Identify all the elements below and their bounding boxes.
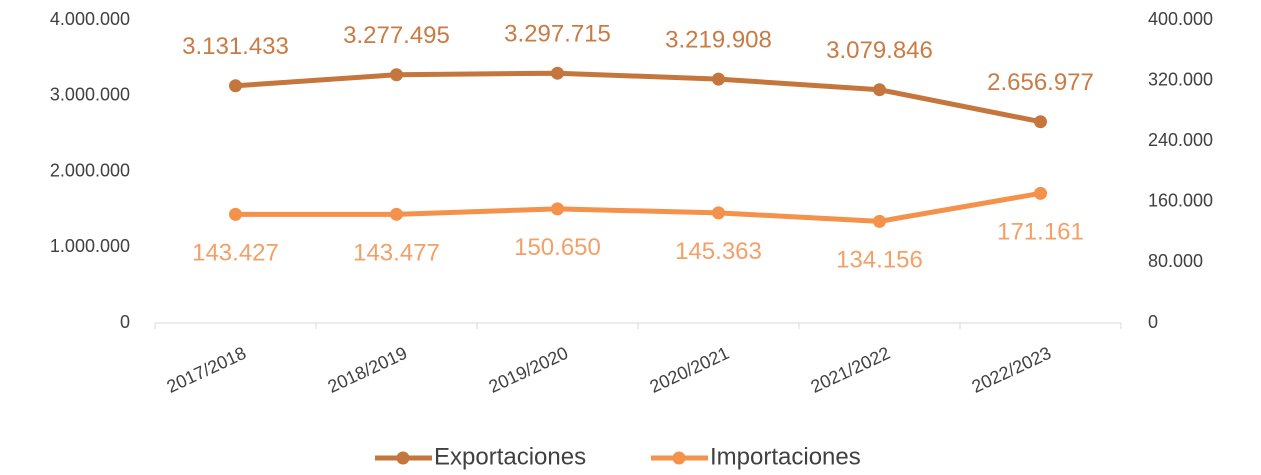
x-tick-label: 2019/2020 <box>486 343 572 397</box>
point <box>390 207 403 221</box>
point <box>712 206 725 220</box>
y-tick-label: 320.000 <box>1148 69 1213 89</box>
point <box>873 214 886 228</box>
point <box>551 202 564 216</box>
value-label: 3.131.433 <box>182 33 289 60</box>
value-label: 2.656.977 <box>987 69 1094 96</box>
value-label: 134.156 <box>836 247 923 274</box>
legend-marker <box>672 451 686 465</box>
value-label: 143.477 <box>353 240 440 267</box>
y-tick-label: 400.000 <box>1148 9 1213 29</box>
y-tick-label: 3.000.000 <box>50 85 130 105</box>
value-label: 150.650 <box>514 234 601 261</box>
legend-label: Importaciones <box>710 443 861 470</box>
x-tick-label: 2022/2023 <box>969 343 1055 397</box>
point <box>229 207 242 221</box>
y-tick-label: 0 <box>1148 312 1158 332</box>
point <box>873 83 886 97</box>
x-tick-label: 2018/2019 <box>325 343 411 397</box>
point <box>1034 115 1047 129</box>
value-label: 3.297.715 <box>504 21 611 48</box>
point <box>551 66 564 80</box>
value-label: 145.363 <box>675 238 762 265</box>
y-tick-label: 160.000 <box>1148 191 1213 211</box>
value-label: 143.427 <box>192 240 279 267</box>
legend-label: Exportaciones <box>434 443 586 470</box>
x-tick-label: 2020/2021 <box>647 343 733 397</box>
x-tick-label: 2017/2018 <box>164 343 250 397</box>
value-label: 3.277.495 <box>343 22 450 49</box>
y-tick-label: 240.000 <box>1148 130 1213 150</box>
legend-marker <box>396 451 410 465</box>
y-tick-label: 2.000.000 <box>50 160 130 180</box>
value-label: 171.161 <box>997 219 1084 246</box>
x-tick-label: 2021/2022 <box>808 343 894 397</box>
y-tick-label: 80.000 <box>1148 251 1203 271</box>
y-tick-label: 4.000.000 <box>50 9 130 29</box>
point <box>229 79 242 93</box>
y-tick-label: 1.000.000 <box>50 236 130 256</box>
value-label: 3.079.846 <box>826 37 933 64</box>
series-line <box>235 190 1041 224</box>
point <box>712 72 725 86</box>
series-line <box>235 70 1041 125</box>
y-tick-label: 0 <box>120 312 130 332</box>
point <box>390 68 403 82</box>
point <box>1034 186 1047 200</box>
value-label: 3.219.908 <box>665 26 772 53</box>
